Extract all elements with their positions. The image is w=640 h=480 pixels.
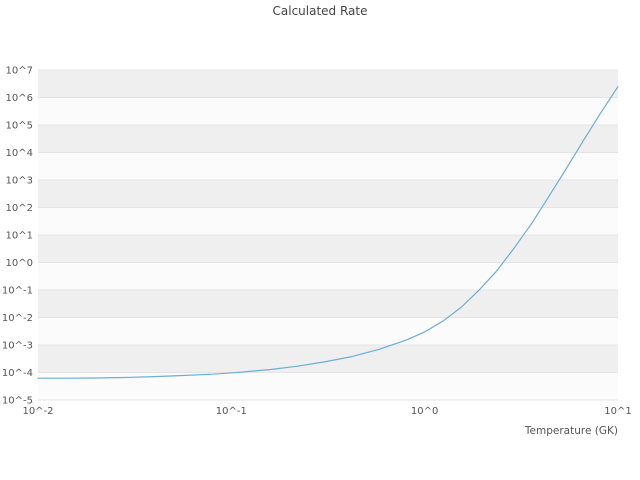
y-tick-label: 10^5	[6, 121, 33, 132]
x-axis-label: Temperature (GK)	[524, 425, 618, 437]
y-tick-label: 10^-4	[2, 368, 33, 379]
decade-band	[38, 97, 618, 125]
decade-band	[38, 235, 618, 263]
x-tick-label: 10^1	[604, 406, 631, 417]
decade-band	[38, 180, 618, 208]
decade-band	[38, 290, 618, 318]
y-tick-label: 10^2	[6, 203, 33, 214]
y-tick-label: 10^6	[6, 93, 33, 104]
x-tick-label: 10^-2	[22, 406, 53, 417]
decade-band	[38, 70, 618, 98]
rate-curve	[37, 85, 619, 379]
y-tick-label: 10^1	[6, 231, 33, 242]
decade-band	[38, 317, 618, 345]
y-tick-label: 10^-2	[2, 313, 33, 324]
chart-title: Calculated Rate	[272, 4, 368, 18]
decade-band	[38, 345, 618, 373]
y-tick-label: 10^7	[6, 66, 33, 77]
decade-band	[38, 372, 618, 400]
decade-band	[38, 207, 618, 235]
y-tick-label: 10^0	[6, 258, 33, 269]
decade-band	[38, 262, 618, 290]
y-tick-label: 10^-1	[2, 286, 33, 297]
x-tick-label: 10^0	[411, 406, 438, 417]
y-tick-label: 10^3	[6, 176, 33, 187]
decade-band	[38, 125, 618, 153]
y-tick-label: 10^-3	[2, 341, 33, 352]
decade-band	[38, 152, 618, 180]
y-tick-label: 10^4	[6, 148, 33, 159]
x-tick-label: 10^-1	[216, 406, 247, 417]
y-tick-label: 10^-5	[2, 396, 33, 407]
